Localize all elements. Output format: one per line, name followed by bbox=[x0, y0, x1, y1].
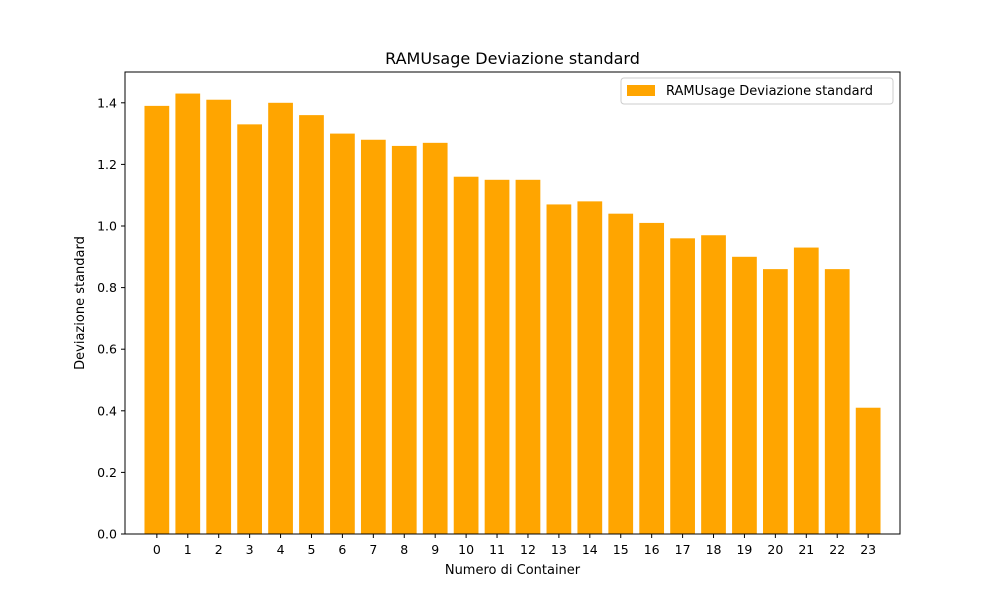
bar-7 bbox=[360, 139, 386, 534]
bar-23 bbox=[855, 407, 881, 534]
bar-15 bbox=[608, 213, 634, 534]
bar-1 bbox=[175, 93, 201, 534]
x-tick-label: 22 bbox=[829, 542, 845, 557]
legend-label: RAMUsage Deviazione standard bbox=[666, 84, 873, 99]
x-tick-label: 11 bbox=[489, 542, 505, 557]
x-tick-label: 3 bbox=[246, 542, 254, 557]
bar-6 bbox=[330, 133, 355, 534]
bar-14 bbox=[577, 201, 603, 535]
bar-3 bbox=[237, 124, 262, 535]
y-tick-label: 1.2 bbox=[97, 157, 117, 172]
bar-11 bbox=[484, 179, 510, 535]
bar-12 bbox=[515, 179, 541, 535]
y-tick-label: 0.8 bbox=[97, 280, 117, 295]
x-tick-label: 4 bbox=[277, 542, 285, 557]
x-tick-label: 23 bbox=[860, 542, 876, 557]
y-axis-ticks: 0.0 0.2 0.4 0.6 0.8 1.0 1.2 1.4 bbox=[97, 95, 125, 542]
x-tick-label: 10 bbox=[458, 542, 474, 557]
x-tick-label: 2 bbox=[215, 542, 223, 557]
x-tick-label: 5 bbox=[308, 542, 316, 557]
bar-8 bbox=[391, 145, 417, 535]
plot-frame bbox=[124, 71, 901, 535]
x-tick-label: 17 bbox=[675, 542, 691, 557]
x-tick-label: 19 bbox=[736, 542, 752, 557]
bar-18 bbox=[701, 235, 726, 535]
y-tick-label: 0.0 bbox=[97, 527, 117, 542]
y-tick-label: 0.6 bbox=[97, 342, 117, 357]
x-tick-label: 9 bbox=[431, 542, 439, 557]
bar-17 bbox=[670, 238, 695, 534]
legend-swatch bbox=[627, 85, 655, 96]
y-tick-label: 1.0 bbox=[97, 219, 117, 234]
legend-box bbox=[620, 77, 894, 105]
bar-4 bbox=[268, 102, 293, 535]
chart-title: RAMUsage Deviazione standard bbox=[385, 49, 640, 68]
x-tick-label: 14 bbox=[582, 542, 598, 557]
bar-2 bbox=[206, 99, 232, 534]
bar-13 bbox=[546, 204, 572, 534]
bar-21 bbox=[793, 247, 819, 534]
x-tick-label: 16 bbox=[644, 542, 660, 557]
x-tick-label: 6 bbox=[338, 542, 346, 557]
bar-16 bbox=[639, 222, 665, 535]
x-axis-ticks: 0 1 2 3 4 5 6 7 8 9 10 11 12 13 14 15 16 17 18 19 20 21 22 23 bbox=[153, 534, 876, 557]
x-tick-label: 8 bbox=[400, 542, 408, 557]
x-tick-label: 0 bbox=[153, 542, 161, 557]
x-tick-label: 12 bbox=[520, 542, 536, 557]
x-tick-label: 20 bbox=[767, 542, 783, 557]
x-tick-label: 7 bbox=[369, 542, 377, 557]
bar-20 bbox=[763, 269, 788, 534]
x-tick-label: 13 bbox=[551, 542, 567, 557]
y-tick-label: 0.2 bbox=[97, 465, 117, 480]
x-tick-label: 21 bbox=[798, 542, 814, 557]
bar-19 bbox=[732, 256, 757, 534]
x-tick-label: 15 bbox=[613, 542, 629, 557]
x-tick-label: 18 bbox=[706, 542, 722, 557]
bar-0 bbox=[144, 105, 170, 534]
x-axis-label: Numero di Container bbox=[445, 563, 581, 578]
bar-10 bbox=[453, 176, 479, 534]
x-tick-label: 1 bbox=[184, 542, 192, 557]
bar-22 bbox=[824, 269, 850, 534]
y-axis-label: Deviazione standard bbox=[73, 236, 88, 370]
bar-9 bbox=[422, 142, 448, 534]
y-tick-label: 0.4 bbox=[97, 403, 117, 418]
legend: RAMUsage Deviazione standard bbox=[620, 77, 894, 105]
bars bbox=[144, 93, 881, 535]
bar-5 bbox=[299, 115, 324, 535]
y-tick-label: 1.4 bbox=[97, 95, 117, 110]
